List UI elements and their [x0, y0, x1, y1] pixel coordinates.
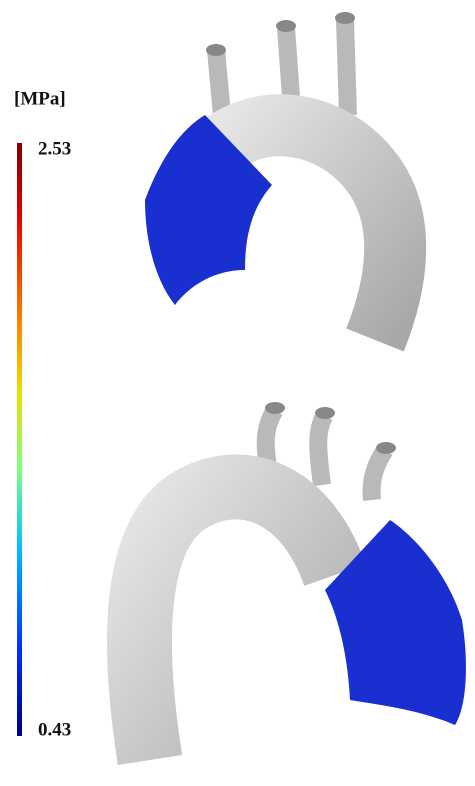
aorta-top: [145, 12, 395, 340]
colorbar-max-label: 2.53: [38, 138, 71, 159]
figure: [MPa] 2.53 0.43: [0, 0, 475, 786]
page: {"colorbar": {"title": "[MPa]", "max": 2…: [0, 0, 475, 786]
colorbar-title: [MPa]: [14, 88, 66, 109]
colorbar: [17, 143, 22, 736]
aorta-bottom: [139, 402, 466, 760]
colorbar-min-label: 0.43: [38, 719, 71, 740]
